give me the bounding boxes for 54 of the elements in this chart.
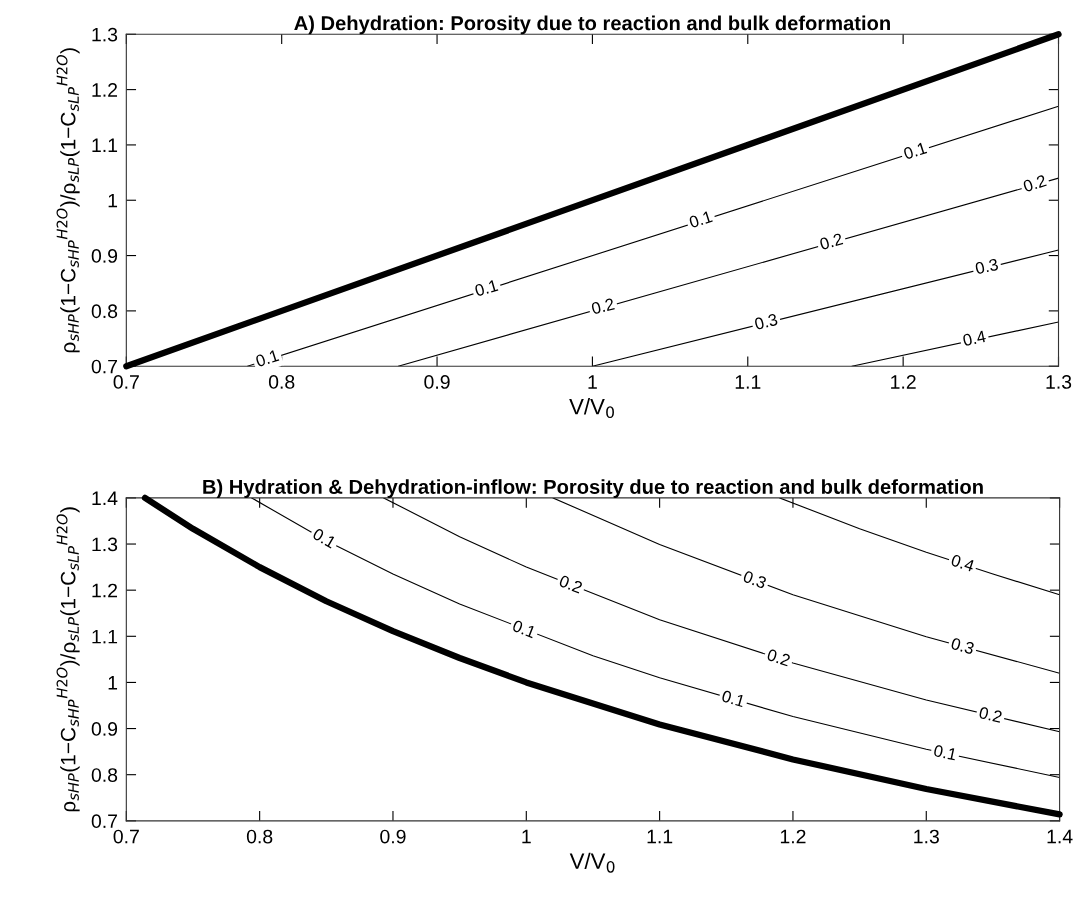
annotation: 0.1 [902,141,928,160]
x-tick-label: 1.2 [780,829,806,844]
annotation: 0.2 [558,574,583,594]
y-tick-label: 1.4 [92,491,118,505]
annotation: 0.1 [474,279,499,297]
y-tick-label: 0.8 [91,304,118,319]
y-tick-label: 1.3 [92,27,118,42]
y-tick-label: 0.9 [91,249,118,263]
x-tick-label: 0.8 [246,829,273,844]
annotation: 0.3 [974,258,999,275]
y-tick-label: 1.1 [92,138,118,152]
y-tick-label: 1.2 [92,83,118,97]
annotation: 0.3 [742,570,768,589]
chart-title: A) Dehydration: Porosity due to reaction and bulk deformation [294,15,890,35]
x-tick-label: 1.2 [891,375,916,389]
annotation: 0.1 [511,619,537,639]
y-tick-label: 1 [108,193,118,208]
annotation: 0.2 [590,297,615,315]
x-tick-label: 1 [588,375,597,389]
y-tick-label: 1.3 [92,537,118,552]
annotation: 0.2 [978,706,1003,723]
annotation: 0.3 [950,637,975,655]
x-tick-label: 1.3 [914,829,939,844]
x-tick-label: 0.8 [268,375,295,389]
annotation: 0.2 [766,648,791,667]
x-tick-label: 1.1 [647,829,673,844]
x-tick-label: 1 [522,829,531,844]
y-tick-label: 1.2 [92,583,118,598]
x-axis-title: V/V$_{0}$ [569,852,615,873]
x-tick-label: 0.9 [380,829,406,844]
annotation: 0.2 [819,232,844,251]
annotation: 0.2 [1022,174,1047,193]
y-tick-label: 0.8 [91,768,118,782]
text: ρ$_{sHP}$(1−C$_{sHP}$$^{H2O}$)/ρ$_{sLP}$(1−C$_{sLP}$$^{H2O}$) [56,507,80,812]
text: ρ$_{sHP}$(1−C$_{sHP}$$^{H2O}$)/ρ$_{sLP}$(1−C$_{sLP}$$^{H2O}$) [56,48,80,353]
y-tick-label: 0.9 [91,722,118,736]
x-tick-label: 1.1 [735,375,761,389]
x-tick-label: 1.4 [1047,829,1073,844]
y-tick-label: 0.7 [91,814,118,829]
annotation: 0.1 [933,744,957,761]
annotation: 0.3 [754,313,779,331]
y-tick-label: 1.1 [92,629,118,644]
annotation: 0.4 [950,553,976,573]
annotation: 0.1 [721,689,746,708]
chart-title: B) Hydration & Dehydration-inflow: Porosity due to reaction and bulk deformation [203,479,983,498]
y-tick-label: 1 [108,676,118,690]
x-tick-label: 0.9 [424,375,450,389]
annotation: 0.1 [688,210,713,229]
annotation: 0.1 [311,527,337,549]
y-tick-label: 0.7 [91,359,118,374]
annotation: 0.4 [962,330,987,347]
x-tick-label: 1.3 [1046,375,1072,389]
annotation: 0.1 [255,349,280,368]
x-axis-title: V/V$_{0}$ [569,398,614,419]
